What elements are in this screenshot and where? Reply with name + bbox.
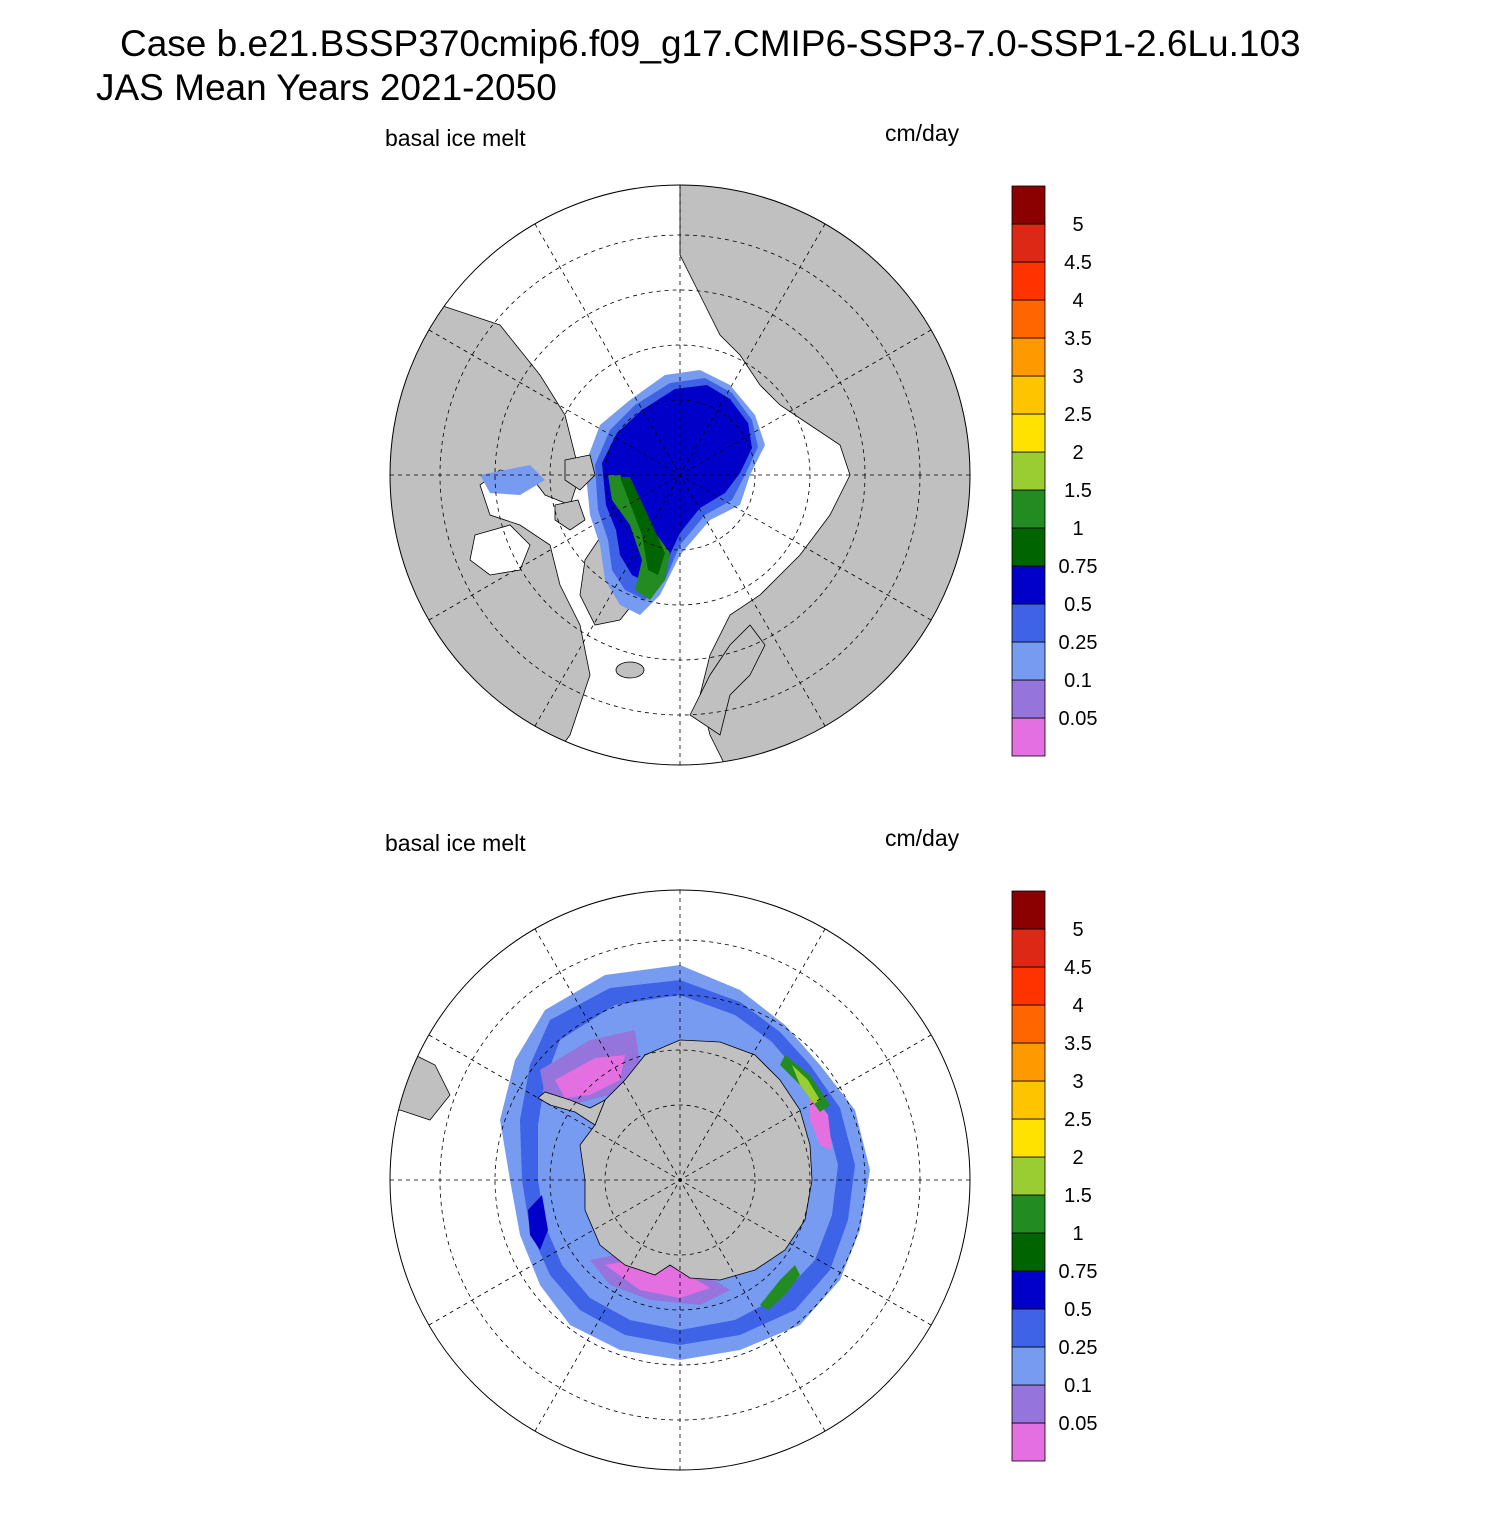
colorbar-tick-label: 3.5 [1064, 328, 1092, 350]
colorbar-swatch [1011, 890, 1046, 930]
colorbar-tick-label: 3.5 [1064, 1033, 1092, 1055]
land-eurasia [679, 185, 970, 765]
colorbar-swatch [1011, 1384, 1046, 1424]
colorbar-swatch [1011, 489, 1046, 529]
colorbar-tick-label: 0.25 [1059, 1337, 1098, 1359]
colorbar-swatch [1011, 527, 1046, 567]
colorbar-swatch [1011, 1004, 1046, 1044]
colorbar-swatch [1011, 1270, 1046, 1310]
colorbar-swatch [1011, 1308, 1046, 1348]
colorbar-tick-label: 4 [1072, 995, 1083, 1017]
ice-pink-weddell [555, 1055, 625, 1098]
colorbar-tick-label: 4.5 [1064, 252, 1092, 274]
ice-dark-green [620, 477, 665, 575]
colorbar-tick-label: 0.05 [1059, 1413, 1098, 1435]
ice-pacific-fringe [480, 465, 545, 495]
colorbar-tick-label: 1.5 [1064, 480, 1092, 502]
panel-south: basal ice melt cm/day [0, 815, 1500, 1515]
colorbar-swatch [1011, 1422, 1046, 1462]
title-line-2: JAS Mean Years 2021-2050 [96, 67, 557, 108]
ice-darkblue-west [528, 1195, 548, 1250]
colorbar-tick-label: 0.25 [1059, 632, 1098, 654]
colorbar-tick-label: 0.75 [1059, 1261, 1098, 1283]
colorbar-tick-label: 2.5 [1064, 404, 1092, 426]
colorbar-swatch [1011, 1156, 1046, 1196]
colorbar-tick-label: 0.1 [1064, 670, 1092, 692]
colorbar-tick-label: 0.75 [1059, 556, 1098, 578]
colorbar-swatch [1011, 1346, 1046, 1386]
land-scandinavia [689, 624, 766, 736]
colorbar-swatch [1011, 299, 1046, 339]
colorbar-swatch [1011, 1194, 1046, 1234]
colorbar-swatch [1011, 261, 1046, 301]
colorbar-swatch [1011, 1080, 1046, 1120]
colorbar-swatch [1011, 928, 1046, 968]
colorbar-swatch [1011, 451, 1046, 491]
colorbar-tick-label: 3 [1072, 1071, 1083, 1093]
colorbar-tick-label: 0.05 [1059, 708, 1098, 730]
colorbar-tick-label: 3 [1072, 366, 1083, 388]
variable-label: basal ice melt [385, 830, 526, 856]
colorbar-swatch [1011, 413, 1046, 453]
colorbar-tick-label: 0.5 [1064, 1299, 1092, 1321]
units-label: cm/day [885, 120, 960, 146]
colorbar-swatch [1011, 717, 1046, 757]
colorbar-swatch [1011, 223, 1046, 263]
colorbar-swatch [1011, 185, 1046, 225]
colorbar-south: 0.05 0.1 0.25 0.5 0.75 1 1.5 2 2.5 3 3.5 4 4.5 5 [1011, 890, 1098, 1462]
colorbar-swatch [1011, 1232, 1046, 1272]
graticule [390, 890, 970, 1470]
colorbar-tick-label: 2.5 [1064, 1109, 1092, 1131]
south-polar-map [389, 889, 971, 1471]
variable-label: basal ice melt [385, 125, 526, 151]
graticule [390, 185, 970, 765]
colorbar-tick-label: 1 [1072, 1223, 1083, 1245]
colorbar-tick-label: 1 [1072, 518, 1083, 540]
colorbar-swatch [1011, 966, 1046, 1006]
ice-green-southeast [760, 1265, 800, 1310]
colorbar-swatch [1011, 1042, 1046, 1082]
colorbar-swatch [1011, 375, 1046, 415]
colorbar-tick-label: 0.1 [1064, 1375, 1092, 1397]
colorbar-swatch [1011, 679, 1046, 719]
colorbar-swatch [1011, 565, 1046, 605]
units-label: cm/day [885, 825, 960, 851]
colorbar-tick-label: 1.5 [1064, 1185, 1092, 1207]
colorbar-tick-label: 2 [1072, 442, 1083, 464]
colorbar-tick-label: 4.5 [1064, 957, 1092, 979]
colorbar-tick-label: 5 [1072, 919, 1083, 941]
hudson-bay [469, 524, 531, 576]
land-iceland [615, 661, 645, 679]
panel-north: basal ice melt cm/day [0, 110, 1500, 810]
colorbar-swatch [1011, 1118, 1046, 1158]
north-polar-map [389, 184, 971, 766]
title-line-1: Case b.e21.BSSP370cmip6.f09_g17.CMIP6-SS… [120, 23, 1301, 64]
land-antarctica [579, 1039, 813, 1281]
colorbar-north: 0.05 0.1 0.25 0.5 0.75 1 1.5 2 2.5 3 3.5 4 4.5 5 [1011, 185, 1098, 757]
colorbar-swatch [1011, 337, 1046, 377]
colorbar-tick-label: 2 [1072, 1147, 1083, 1169]
colorbar-swatch [1011, 641, 1046, 681]
land-archipelago [554, 454, 596, 531]
colorbar-tick-label: 0.5 [1064, 594, 1092, 616]
colorbar-tick-label: 4 [1072, 290, 1083, 312]
ice-yellow-east [792, 1065, 820, 1104]
ice-pink-ross [605, 1258, 710, 1298]
colorbar-tick-label: 5 [1072, 214, 1083, 236]
colorbar-swatch [1011, 603, 1046, 643]
